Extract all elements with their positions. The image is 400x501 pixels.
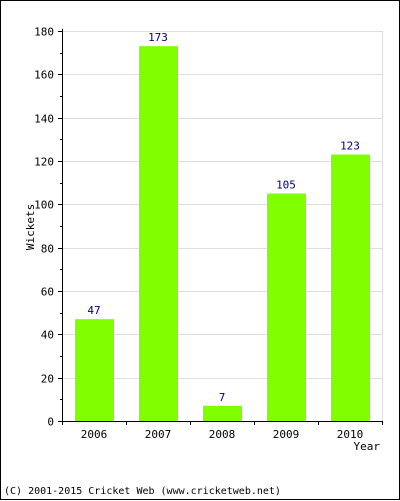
y-tick-label: 20: [41, 373, 54, 386]
data-labels: 47 173 7 105 123: [87, 31, 360, 404]
y-tick-label: 120: [34, 156, 54, 169]
y-tick-label: 0: [47, 416, 54, 429]
bar-2008: [203, 405, 242, 421]
data-label-2007: 173: [148, 31, 168, 44]
x-tick-label-2006: 2006: [81, 428, 108, 441]
x-tick-label-2008: 2008: [209, 428, 236, 441]
bar-2009: [267, 193, 306, 421]
y-tick-label: 80: [41, 243, 54, 256]
y-tick-label: 140: [34, 113, 54, 126]
grid-lines: [62, 31, 383, 421]
y-tick-label: 100: [34, 199, 54, 212]
y-tick-label: 40: [41, 329, 54, 342]
copyright-footer: (C) 2001-2015 Cricket Web (www.cricketwe…: [4, 486, 281, 497]
data-label-2010: 123: [340, 140, 360, 153]
bar-2010: [331, 154, 370, 421]
y-tick-label: 160: [34, 69, 54, 82]
bar-2007: [139, 46, 178, 422]
y-axis-label: Wickets: [24, 204, 37, 250]
data-label-2006: 47: [87, 304, 100, 317]
y-tick-label: 180: [34, 26, 54, 39]
bar-2006: [75, 319, 114, 421]
x-tick-label-2007: 2007: [145, 428, 172, 441]
bars: [75, 46, 370, 422]
data-label-2009: 105: [276, 179, 296, 192]
x-tick-label-2009: 2009: [273, 428, 300, 441]
axes: [58, 29, 383, 425]
x-axis-label: Year: [354, 440, 381, 453]
data-label-2008: 7: [219, 391, 226, 404]
y-tick-label: 60: [41, 286, 54, 299]
x-tick-labels: 2006 2007 2008 2009 2010: [81, 428, 364, 441]
x-tick-label-2010: 2010: [337, 428, 364, 441]
y-tick-labels: 0 20 40 60 80 100 120 140 160 180: [34, 26, 54, 429]
